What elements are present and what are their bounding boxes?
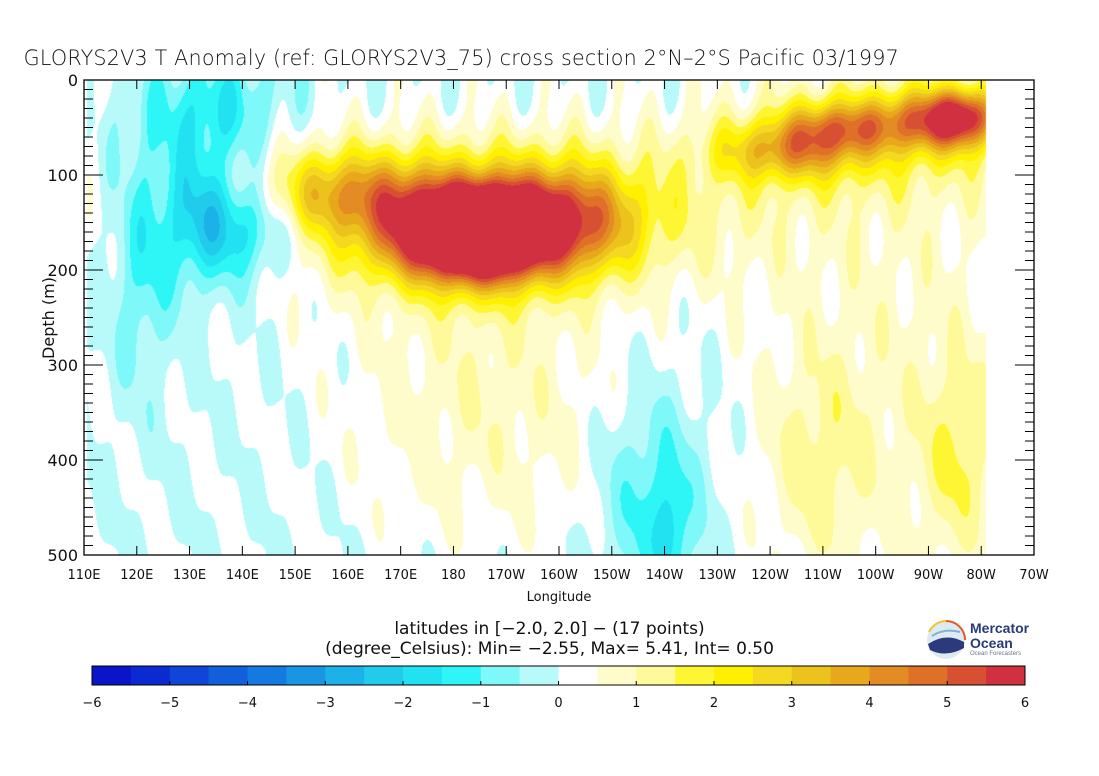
colorbar-bin bbox=[403, 666, 443, 685]
x-tick-label: 170W bbox=[487, 568, 525, 583]
x-tick-label: 100W bbox=[857, 568, 895, 583]
colorbar-bin bbox=[286, 666, 326, 685]
colorbar-bin bbox=[325, 666, 365, 685]
x-tick-label: 90W bbox=[914, 568, 944, 583]
colorbar-bin bbox=[558, 666, 598, 685]
colorbar-bin bbox=[130, 666, 171, 685]
x-tick-label: 130W bbox=[698, 568, 736, 583]
y-tick-label: 300 bbox=[47, 356, 78, 375]
colorbar-tick-label: −4 bbox=[238, 696, 257, 711]
colorbar-bin bbox=[364, 666, 404, 685]
x-tick-label: 180 bbox=[441, 568, 466, 583]
colorbar-bin bbox=[480, 666, 521, 685]
colorbar-bin bbox=[169, 666, 210, 685]
x-tick-label: 80W bbox=[967, 568, 997, 583]
y-tick-label: 0 bbox=[68, 71, 78, 90]
x-tick-label: 130E bbox=[173, 568, 206, 583]
logo-text-ocean: Ocean bbox=[970, 635, 1013, 651]
y-tick-label: 400 bbox=[47, 451, 78, 470]
x-tick-label: 160W bbox=[540, 568, 578, 583]
temperature-anomaly-field bbox=[84, 80, 1034, 555]
x-tick-label: 160E bbox=[331, 568, 364, 583]
x-tick-label: 140E bbox=[226, 568, 259, 583]
colorbar-tick-label: 3 bbox=[788, 696, 796, 711]
colorbar-bin bbox=[869, 666, 909, 685]
y-tick-label: 200 bbox=[47, 261, 78, 280]
colorbar-tick-label: −3 bbox=[316, 696, 335, 711]
x-tick-label: 110W bbox=[804, 568, 842, 583]
x-tick-label: 170E bbox=[384, 568, 417, 583]
colorbar-tick-label: 1 bbox=[632, 696, 640, 711]
logo-text-mercator: Mercator bbox=[970, 620, 1030, 636]
mercator-ocean-logo: Mercator Ocean Ocean Forecasters bbox=[924, 618, 1044, 662]
colorbar-bin bbox=[947, 666, 987, 685]
colorbar-tick-label: 4 bbox=[865, 696, 873, 711]
colorbar-tick-label: 2 bbox=[710, 696, 718, 711]
colorbar-bin bbox=[908, 666, 948, 685]
y-axis-label: Depth (m) bbox=[39, 277, 58, 359]
plot-border bbox=[83, 79, 1035, 556]
colorbar-tick-label: 6 bbox=[1021, 696, 1029, 711]
colorbar-tick-label: 0 bbox=[554, 696, 562, 711]
x-tick-label: 150W bbox=[593, 568, 631, 583]
x-tick-label: 150E bbox=[279, 568, 312, 583]
colorbar-bin bbox=[92, 666, 132, 685]
colorbar-bin bbox=[675, 666, 715, 685]
colorbar-tick-label: −5 bbox=[160, 696, 179, 711]
colorbar-bin bbox=[247, 666, 287, 685]
colorbar: −6 −5 −4 −3 −2 −1 0 1 2 3 4 5 6 bbox=[82, 665, 1029, 711]
globe-icon bbox=[927, 620, 966, 659]
colorbar-bin bbox=[636, 666, 676, 685]
x-tick-label: 120W bbox=[751, 568, 789, 583]
colorbar-bin bbox=[986, 666, 1026, 685]
y-tick-label: 100 bbox=[47, 166, 78, 185]
colorbar-bin bbox=[597, 666, 637, 685]
colorbar-bin bbox=[208, 666, 248, 685]
x-axis-label: Longitude bbox=[527, 590, 592, 605]
chart-title: GLORYS2V3 T Anomaly (ref: GLORYS2V3_75) … bbox=[23, 46, 899, 70]
colorbar-bin bbox=[752, 666, 793, 685]
logo-tagline: Ocean Forecasters bbox=[970, 651, 1022, 657]
colorbar-bin bbox=[714, 666, 754, 685]
x-tick-label: 120E bbox=[120, 568, 153, 583]
colorbar-bin bbox=[830, 666, 870, 685]
x-tick-label: 70W bbox=[1019, 568, 1049, 583]
colorbar-bin bbox=[791, 666, 832, 685]
subtitle-latitudes: latitudes in [−2.0, 2.0] − (17 points) bbox=[394, 619, 705, 639]
subtitle-stats: (degree_Celsius): Min= −2.55, Max= 5.41,… bbox=[325, 639, 774, 659]
plot-axes: 110E 120E 130E 140E 150E 160E 170E 180 170W 160W 1… bbox=[47, 71, 1048, 583]
colorbar-tick-label: 5 bbox=[943, 696, 951, 711]
colorbar-bin bbox=[441, 666, 482, 685]
colorbar-tick-label: −1 bbox=[471, 696, 490, 711]
colorbar-tick-label: −2 bbox=[393, 696, 412, 711]
colorbar-tick-label: −6 bbox=[82, 696, 101, 711]
colorbar-bin bbox=[519, 666, 559, 685]
x-tick-label: 110E bbox=[67, 568, 100, 583]
y-tick-label: 500 bbox=[47, 546, 78, 565]
x-tick-label: 140W bbox=[646, 568, 684, 583]
